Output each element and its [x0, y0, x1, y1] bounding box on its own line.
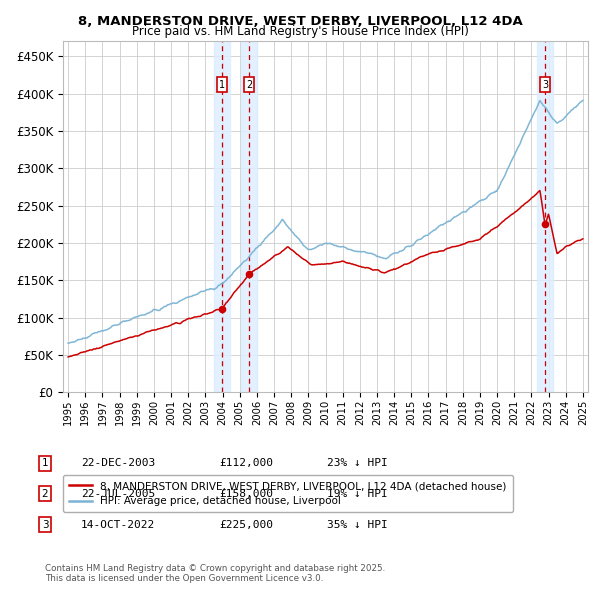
Text: 1: 1: [41, 458, 49, 468]
Text: 22-DEC-2003: 22-DEC-2003: [81, 458, 155, 468]
Bar: [214, 41, 230, 392]
Text: 19% ↓ HPI: 19% ↓ HPI: [327, 489, 388, 499]
Text: 2: 2: [41, 489, 49, 499]
Text: 3: 3: [542, 80, 548, 90]
Text: 2: 2: [246, 80, 252, 90]
Text: £158,000: £158,000: [219, 489, 273, 499]
Text: 22-JUL-2005: 22-JUL-2005: [81, 489, 155, 499]
Bar: [537, 41, 553, 392]
Text: 3: 3: [41, 520, 49, 529]
Text: 23% ↓ HPI: 23% ↓ HPI: [327, 458, 388, 468]
Text: Price paid vs. HM Land Registry's House Price Index (HPI): Price paid vs. HM Land Registry's House …: [131, 25, 469, 38]
Text: 35% ↓ HPI: 35% ↓ HPI: [327, 520, 388, 529]
Bar: [241, 41, 257, 392]
Text: 8, MANDERSTON DRIVE, WEST DERBY, LIVERPOOL, L12 4DA: 8, MANDERSTON DRIVE, WEST DERBY, LIVERPO…: [77, 15, 523, 28]
Text: 14-OCT-2022: 14-OCT-2022: [81, 520, 155, 529]
Text: Contains HM Land Registry data © Crown copyright and database right 2025.
This d: Contains HM Land Registry data © Crown c…: [45, 563, 385, 583]
Text: 1: 1: [219, 80, 225, 90]
Text: £225,000: £225,000: [219, 520, 273, 529]
Legend: 8, MANDERSTON DRIVE, WEST DERBY, LIVERPOOL, L12 4DA (detached house), HPI: Avera: 8, MANDERSTON DRIVE, WEST DERBY, LIVERPO…: [63, 475, 513, 513]
Text: £112,000: £112,000: [219, 458, 273, 468]
